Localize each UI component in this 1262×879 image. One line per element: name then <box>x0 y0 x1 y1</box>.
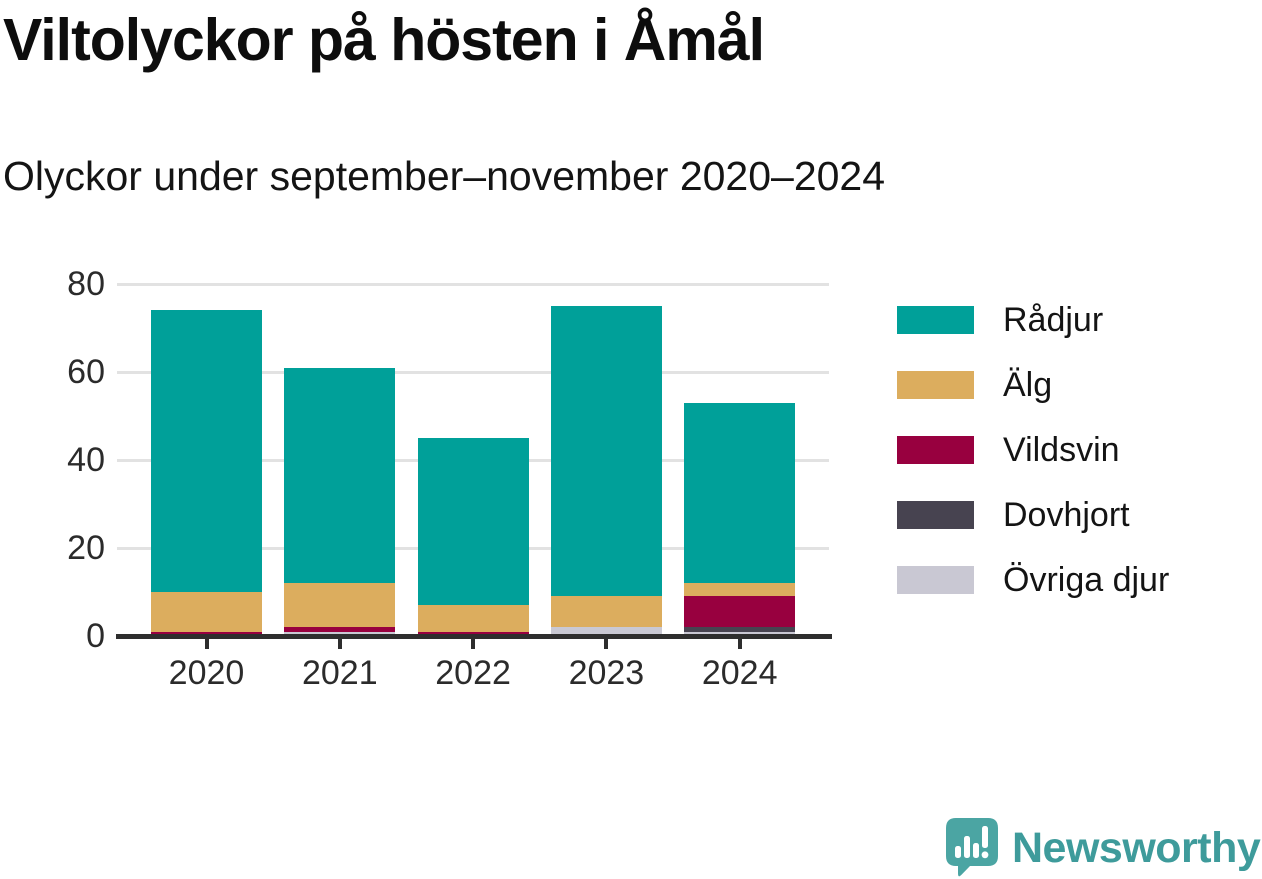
bar-segment-2021-Övriga djur <box>284 631 396 636</box>
chart-subtitle: Olyckor under september–november 2020–20… <box>3 153 886 199</box>
x-axis-tick <box>604 639 609 649</box>
x-axis-tick-label: 2022 <box>435 654 511 692</box>
chart-title: Viltolyckor på hösten i Åmål <box>3 7 765 73</box>
legend: Rådjur Älg Vildsvin Dovhjort Övriga djur <box>897 303 1169 597</box>
legend-label: Övriga djur <box>1003 561 1170 599</box>
legend-label: Rådjur <box>1003 301 1104 339</box>
brand-footer: Newsworthy <box>946 818 1261 878</box>
bar-segment-2024-Älg <box>684 583 796 597</box>
x-axis-tick-label: 2023 <box>568 654 645 692</box>
x-axis-tick-label: 2020 <box>168 654 245 692</box>
y-axis-tick-label: 20 <box>67 529 105 567</box>
legend-swatch <box>897 566 974 594</box>
legend-swatch <box>897 371 974 399</box>
bar-segment-2024-Rådjur <box>684 402 796 584</box>
x-axis-tick <box>204 639 209 649</box>
brand-wordmark: Newsworthy <box>1012 823 1261 872</box>
legend-swatch <box>897 306 974 334</box>
y-axis-tick-label: 80 <box>67 265 105 303</box>
legend-item-Älg: Älg <box>897 368 1169 402</box>
bar-segment-2024-Dovhjort <box>684 627 796 632</box>
x-axis-tick-label: 2024 <box>701 654 778 692</box>
x-axis-tick-label: 2021 <box>301 654 378 692</box>
bar-segment-2020-Älg <box>151 592 262 632</box>
brand-logo-icon <box>946 818 998 877</box>
legend-swatch <box>897 501 974 529</box>
legend-item-Vildsvin: Vildsvin <box>897 433 1169 467</box>
x-axis-line <box>116 634 832 639</box>
gridline-y60 <box>117 370 829 374</box>
y-axis-tick-label: 0 <box>86 617 105 655</box>
bar-segment-2021-Rådjur <box>284 367 396 584</box>
bar-segment-2023-Älg <box>550 596 662 628</box>
legend-label: Vildsvin <box>1003 431 1120 469</box>
bar-segment-2024-Vildsvin <box>684 596 796 628</box>
y-axis-tick-label: 40 <box>67 441 105 479</box>
bar-segment-2020-Rådjur <box>151 310 262 592</box>
bar-segment-2024-Övriga djur <box>684 631 796 636</box>
legend-item-Rådjur: Rådjur <box>897 303 1169 337</box>
bar-segment-2020-Vildsvin <box>151 631 262 636</box>
bar-segment-2022-Rådjur <box>417 438 529 606</box>
legend-label: Älg <box>1003 366 1053 404</box>
legend-item-Övriga djur: Övriga djur <box>897 563 1169 597</box>
x-axis-tick <box>337 639 342 649</box>
bar-segment-2022-Älg <box>417 605 529 632</box>
x-axis-tick <box>471 639 476 649</box>
legend-item-Dovhjort: Dovhjort <box>897 498 1169 532</box>
bar-segment-2022-Vildsvin <box>417 631 529 636</box>
bar-segment-2021-Vildsvin <box>284 627 396 632</box>
legend-swatch <box>897 436 974 464</box>
bar-segment-2023-Övriga djur <box>550 627 662 636</box>
bar-segment-2023-Rådjur <box>550 306 662 597</box>
gridline-y80 <box>117 282 829 286</box>
x-axis-tick <box>737 639 742 649</box>
bar-segment-2021-Älg <box>284 583 396 628</box>
y-axis-tick-label: 60 <box>67 353 105 391</box>
legend-label: Dovhjort <box>1003 496 1130 534</box>
